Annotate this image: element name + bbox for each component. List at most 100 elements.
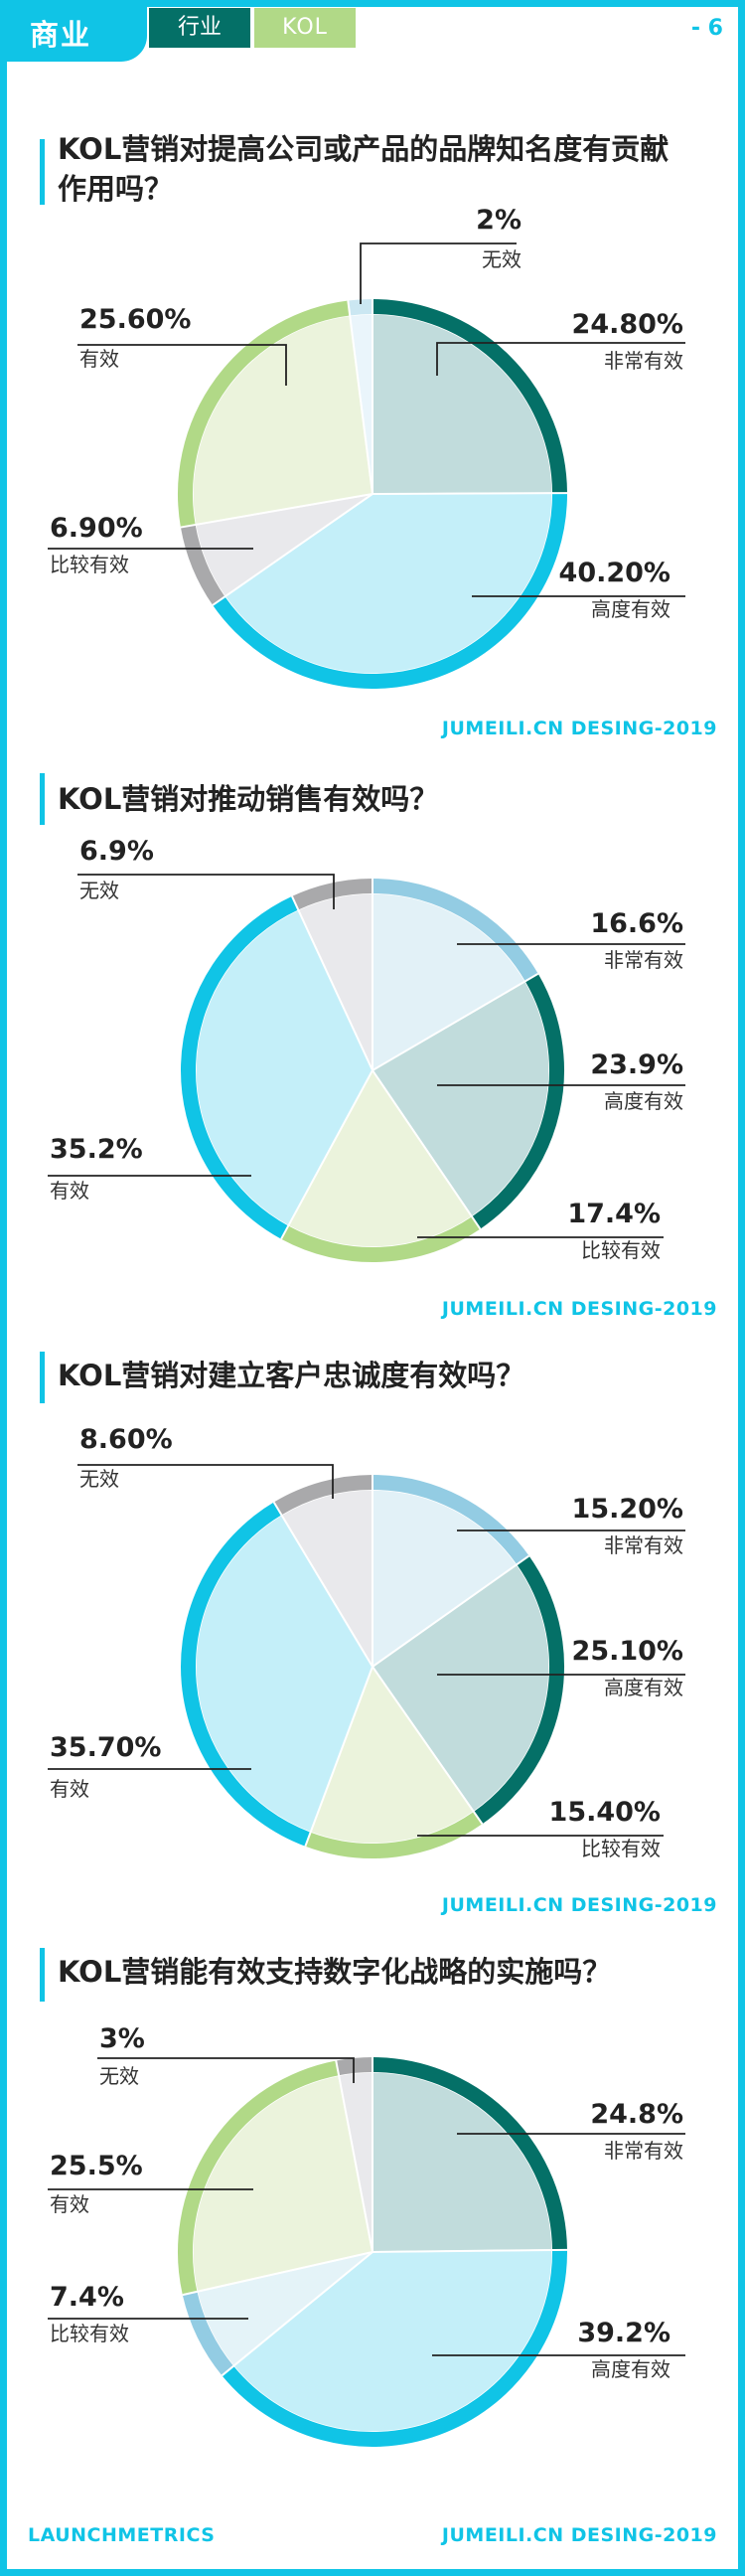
pie-separator <box>335 2060 373 2253</box>
slice-category-label: 无效 <box>482 247 522 271</box>
pie-chart-1: 24.80% 非常有效 40.20% 高度有效 6.90% 比较有效 25.60% 有效 2% 无… <box>48 205 685 689</box>
question-accent-bar <box>40 1352 45 1403</box>
slice-category-label: 无效 <box>79 879 119 902</box>
pie-separator <box>372 1554 530 1668</box>
slice-value-label: 15.20% <box>572 1494 683 1525</box>
pie-slice-1 <box>372 892 526 1072</box>
leader-line <box>360 242 517 304</box>
pie-ring-segment-1 <box>372 299 567 494</box>
pie-separator <box>372 2248 567 2253</box>
slice-value-label: 35.2% <box>50 1134 143 1165</box>
slice-value-label: 24.80% <box>572 309 683 340</box>
pie-separator <box>212 493 373 606</box>
pie-ring-segment-5 <box>273 1475 373 1516</box>
pie-separator <box>182 2251 373 2297</box>
design-credit: JUMEILI.CN DESING-2019 <box>441 1894 717 1916</box>
footer-credit: JUMEILI.CN DESING-2019 <box>441 2524 717 2546</box>
slice-category-label: 有效 <box>50 1777 89 1801</box>
pie-chart-2: 16.6% 非常有效 23.9% 高度有效 17.4% 比较有效 35.2% 有效 6.9% 无效 <box>48 836 685 1262</box>
leader-line <box>77 344 287 386</box>
slice-category-label: 非常有效 <box>604 1533 683 1557</box>
slice-value-label: 17.4% <box>567 1199 661 1229</box>
slice-category-label: 高度有效 <box>591 597 670 621</box>
pie-slice-2 <box>371 1563 550 1813</box>
slice-category-label: 有效 <box>50 1179 89 1203</box>
pie-slice-5 <box>280 1489 373 1670</box>
pie-separator <box>372 1666 484 1825</box>
slice-category-label: 非常有效 <box>604 349 683 373</box>
pie-separator <box>304 1666 373 1848</box>
pie-chart-3: 15.20% 非常有效 25.10% 高度有效 15.40% 比较有效 35.70% 有效 8.… <box>48 1424 685 1860</box>
slice-value-label: 35.70% <box>50 1732 161 1763</box>
pie-separator <box>280 1069 373 1240</box>
slice-value-label: 6.9% <box>79 836 154 867</box>
slice-category-label: 非常有效 <box>604 2139 683 2163</box>
slice-category-label: 比较有效 <box>581 1837 661 1860</box>
pie-separator <box>372 1069 482 1230</box>
tab-kol[interactable]: KOL <box>254 8 356 48</box>
slice-value-label: 6.90% <box>50 513 143 544</box>
design-credit: JUMEILI.CN DESING-2019 <box>441 1298 717 1320</box>
slice-value-label: 8.60% <box>79 1424 173 1455</box>
pie-ring-segment-2 <box>222 2249 567 2447</box>
design-credit: JUMEILI.CN DESING-2019 <box>441 718 717 739</box>
slice-value-label: 7.4% <box>50 2282 124 2313</box>
slice-value-label: 25.5% <box>50 2151 143 2181</box>
pie-ring-segment-1 <box>372 879 538 982</box>
pie-separator <box>291 895 373 1071</box>
pie-separator <box>272 1501 373 1668</box>
pie-slice-4 <box>192 314 373 526</box>
pie-ring-segment-1 <box>372 1475 529 1565</box>
footer-source: LAUNCHMETRICS <box>28 2524 216 2546</box>
pie-ring-segment-2 <box>473 1555 564 1825</box>
pie-separator <box>347 300 373 495</box>
slice-value-label: 25.10% <box>572 1636 683 1667</box>
slice-value-label: 2% <box>476 205 522 236</box>
leader-line <box>77 1464 334 1499</box>
pie-ring-segment-3 <box>281 1216 481 1262</box>
pie-slice-3 <box>309 1665 475 1845</box>
question-accent-bar <box>40 139 45 205</box>
chart-title: KOL营销对提高公司或产品的品牌知名度有贡献作用吗？ <box>58 132 670 206</box>
leader-line <box>97 2057 355 2083</box>
leader-line <box>77 874 335 909</box>
pie-separator <box>180 493 373 529</box>
leader-line <box>436 342 685 376</box>
slice-category-label: 高度有效 <box>604 1676 683 1699</box>
slice-category-label: 比较有效 <box>50 553 129 576</box>
section-tab-business[interactable]: 商业 <box>0 0 147 62</box>
pie-ring-segment-3 <box>305 1811 483 1858</box>
pie-separator <box>372 492 568 495</box>
tab-industry[interactable]: 行业 <box>149 8 250 48</box>
pie-separator <box>372 972 539 1071</box>
chart-section-3: KOL营销对建立客户忠诚度有效吗？ 15.20% 非常有效 25.10% 高度有效 15… <box>0 1342 745 1938</box>
question-accent-bar <box>40 773 45 825</box>
slice-category-label: 有效 <box>79 347 119 371</box>
pie-ring-segment-3 <box>182 2291 234 2376</box>
chart-section-2: KOL营销对推动销售有效吗？ 16.6% 非常有效 23.9% 高度有效 17.4% 比较… <box>0 755 745 1342</box>
slice-value-label: 16.6% <box>590 908 683 939</box>
pie-ring-segment-4 <box>178 2060 340 2296</box>
slice-value-label: 24.8% <box>590 2099 683 2130</box>
pie-ring-segment-2 <box>213 493 567 689</box>
slice-value-label: 25.60% <box>79 304 191 335</box>
slice-category-label: 高度有效 <box>591 2357 670 2381</box>
page-number: - 6 <box>690 16 723 41</box>
pie-ring-segment-1 <box>372 2057 567 2251</box>
slice-category-label: 有效 <box>50 2192 89 2216</box>
slice-category-label: 非常有效 <box>604 948 683 972</box>
pie-ring-segment-4 <box>181 895 299 1239</box>
pie-ring-segment-5 <box>348 299 373 316</box>
pie-slice-4 <box>195 908 373 1227</box>
pie-ring-segment-2 <box>472 973 564 1229</box>
question-accent-bar <box>40 1948 45 2002</box>
chart-section-4: KOL营销能有效支持数字化战略的实施吗？ 24.8% 非常有效 39.2% 高度有效 7… <box>0 1938 745 2524</box>
pie-slice-1 <box>372 313 553 495</box>
pie-chart-4: 24.8% 非常有效 39.2% 高度有效 7.4% 比较有效 25.5% 有效 3% 无效 <box>48 2023 685 2447</box>
slice-category-label: 无效 <box>99 2064 139 2088</box>
pie-slice-1 <box>372 2071 553 2253</box>
slice-category-label: 无效 <box>79 1467 119 1491</box>
pie-slice-1 <box>372 1489 519 1669</box>
chart-title: KOL营销能有效支持数字化战略的实施吗？ <box>58 1955 612 1989</box>
pie-ring-segment-4 <box>181 1502 311 1847</box>
